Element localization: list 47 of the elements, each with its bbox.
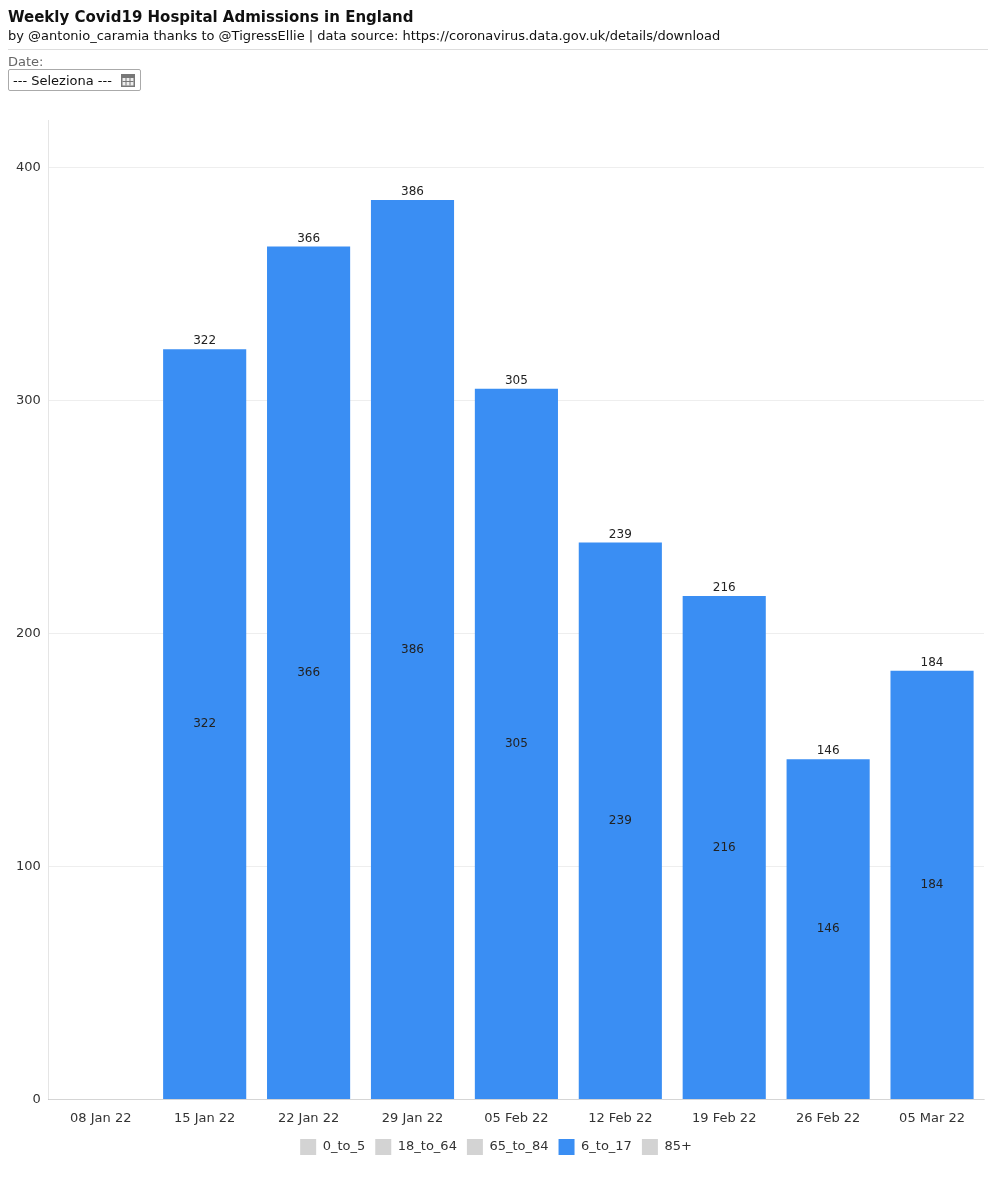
x-tick-label: 15 Jan 22 (173, 1109, 236, 1125)
y-tick-label: 300 (15, 391, 41, 407)
annotation: 239 (608, 812, 632, 827)
bar (474, 388, 558, 1099)
data-label: 184 (920, 654, 944, 669)
annotation: 184 (920, 876, 944, 891)
annotation: 366 (297, 664, 321, 679)
x-tick-label: 12 Feb 22 (588, 1109, 653, 1125)
data-label: 322 (193, 333, 217, 348)
bar (370, 200, 455, 1099)
bar (267, 246, 351, 1099)
legend-label: 65_to_84 (489, 1138, 549, 1154)
data-label: 305 (504, 372, 528, 387)
data-label: 216 (712, 580, 736, 595)
chart-subtitle: by @antonio_caramia thanks to @TigressEllie | data source: https://coronavirus.data.gov.uk/details/download (8, 28, 722, 43)
x-tick-label: 05 Mar 22 (899, 1109, 965, 1125)
y-tick-label: 200 (15, 624, 41, 640)
annotation: 216 (712, 839, 736, 854)
bar (890, 670, 974, 1099)
x-tick-label: 05 Feb 22 (484, 1109, 549, 1125)
data-label: 366 (297, 230, 321, 245)
legend-label: 85+ (664, 1138, 692, 1154)
y-tick-label: 0 (32, 1090, 41, 1106)
x-tick-label: 29 Jan 22 (381, 1109, 444, 1125)
data-label: 386 (401, 184, 424, 199)
text: --- Seleziona --- (13, 72, 112, 88)
x-tick-label: 08 Jan 22 (70, 1109, 132, 1125)
x-tick-label: 19 Feb 22 (692, 1109, 757, 1125)
legend-label: 6_to_17 (581, 1138, 632, 1154)
annotation: 322 (193, 716, 217, 731)
annotation: 305 (504, 735, 528, 750)
bar (682, 596, 766, 1099)
bar (578, 542, 662, 1099)
y-tick-label: 100 (15, 857, 41, 873)
data-label: 146 (816, 743, 840, 758)
bar (163, 349, 247, 1099)
x-tick-label: 26 Feb 22 (795, 1109, 861, 1125)
annotation: 146 (816, 921, 840, 936)
data-label: 239 (608, 526, 632, 541)
annotation: 386 (401, 641, 424, 656)
text: Date: (8, 54, 45, 69)
y-tick-label: 400 (15, 158, 41, 174)
bar (786, 759, 870, 1099)
legend-label: 18_to_64 (397, 1138, 457, 1154)
chart-title: Weekly Covid19 Hospital Admissions in England (8, 8, 415, 26)
legend-label: 0_to_5 (322, 1138, 366, 1154)
x-tick-label: 22 Jan 22 (277, 1109, 340, 1125)
